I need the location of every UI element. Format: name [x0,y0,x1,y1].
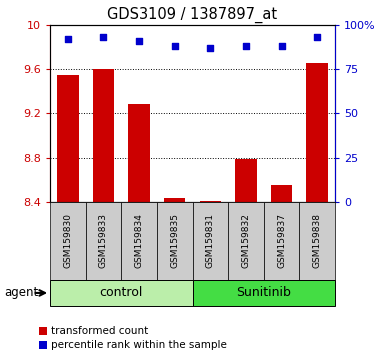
Text: GSM159835: GSM159835 [170,213,179,268]
Text: agent: agent [4,286,38,299]
Text: percentile rank within the sample: percentile rank within the sample [51,340,227,350]
Text: Sunitinib: Sunitinib [236,286,291,299]
Bar [306,63,328,202]
Point [314,34,320,40]
Point [65,36,71,42]
Point [100,34,107,40]
Bar [235,159,257,202]
Text: GSM159833: GSM159833 [99,213,108,268]
Text: GSM159838: GSM159838 [313,213,321,268]
Point [207,45,213,51]
Text: control: control [100,286,143,299]
Point [172,43,178,49]
Bar [93,69,114,202]
Text: GSM159831: GSM159831 [206,213,215,268]
Text: transformed count: transformed count [51,326,148,336]
Text: GSM159830: GSM159830 [64,213,72,268]
Text: GSM159832: GSM159832 [241,213,250,268]
Text: GSM159834: GSM159834 [135,213,144,268]
Bar [164,199,186,202]
Text: GSM159837: GSM159837 [277,213,286,268]
Bar [57,75,79,202]
Point [136,38,142,44]
Title: GDS3109 / 1387897_at: GDS3109 / 1387897_at [107,7,278,23]
Bar [128,104,150,202]
Point [243,43,249,49]
Point [278,43,285,49]
Bar [199,201,221,202]
Bar [271,185,292,202]
